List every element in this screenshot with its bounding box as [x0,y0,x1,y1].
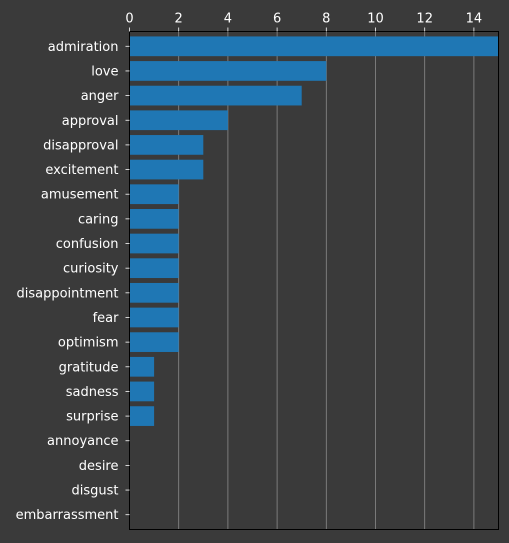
plot-frame [129,31,499,530]
y-tick-label-caring: caring [78,212,119,227]
y-tick-label-disgust: disgust [72,484,119,499]
x-tick-label: 8 [322,12,330,27]
y-tick-label-anger: anger [81,89,119,104]
y-tick-label-excitement: excitement [45,163,118,178]
bar-approval [129,110,228,131]
y-tick-label-love: love [91,64,118,79]
y-tick-label-curiosity: curiosity [63,262,119,277]
x-tick-label: 6 [273,12,281,27]
y-tick-label-approval: approval [62,114,119,129]
bar-love [129,61,327,81]
y-tick-label-disapproval: disapproval [43,138,118,153]
y-tick-label-sadness: sadness [66,385,119,400]
bar-curiosity [129,258,179,279]
y-tick-label-annoyance: annoyance [47,434,118,449]
bar-confusion [129,233,179,254]
y-tick-label-admiration: admiration [48,40,119,55]
bar-amusement [129,184,179,205]
bar-caring [129,209,179,229]
x-tick-label: 14 [466,12,483,27]
x-tick-label: 2 [175,12,183,27]
x-tick-label: 10 [367,12,384,27]
y-tick-label-gratitude: gratitude [59,360,119,375]
y-tick-label-fear: fear [93,311,120,326]
y-tick-label-confusion: confusion [56,237,119,252]
x-tick-label: 4 [224,12,232,27]
y-tick-label-amusement: amusement [41,188,119,203]
y-tick-label-surprise: surprise [66,410,118,425]
bar-sadness [129,381,155,402]
bar-anger [129,85,302,106]
bar-optimism [129,332,179,352]
bars [129,36,499,426]
y-tick-label-disappointment: disappointment [16,286,118,301]
bar-surprise [129,406,155,426]
y-axis-ticks: admiration love anger approval disapproval ex… [16,40,130,523]
x-tick-label: 12 [416,12,433,27]
y-tick-label-optimism: optimism [58,336,119,351]
bar-disappointment [129,282,179,303]
x-tick-label: 0 [125,12,133,27]
y-tick-label-desire: desire [79,459,119,474]
x-axis-ticks: 0 2 4 6 8 10 12 14 [125,12,482,32]
bar-disapproval [129,135,204,155]
bar-fear [129,307,179,328]
y-tick-label-embarrassment: embarrassment [16,508,119,523]
bar-admiration [129,36,499,57]
bar-excitement [129,159,204,180]
bar-gratitude [129,356,155,377]
